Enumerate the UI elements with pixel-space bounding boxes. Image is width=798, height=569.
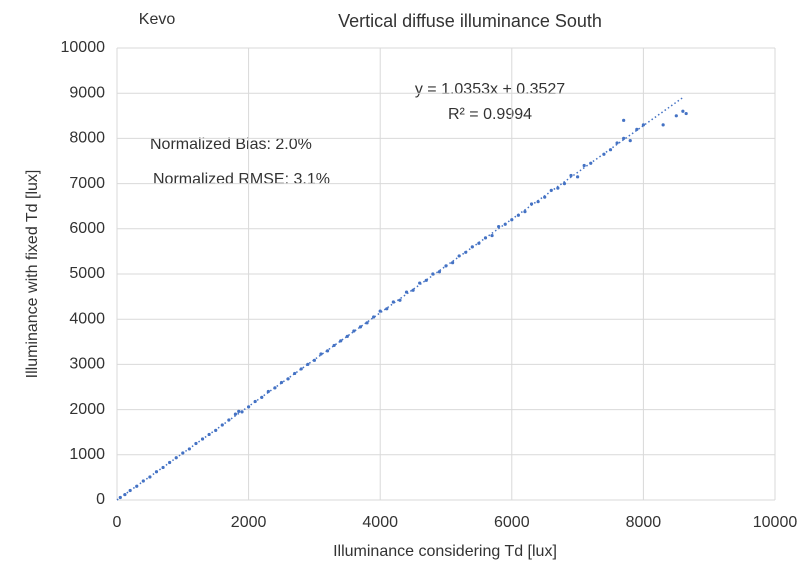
y-tick-label: 7000 <box>69 175 105 192</box>
y-tick-label: 9000 <box>69 84 105 101</box>
r-squared: R² = 0.9994 <box>448 106 532 123</box>
y-tick-label: 0 <box>96 491 105 508</box>
point <box>684 111 688 116</box>
point <box>615 141 619 145</box>
point <box>529 202 534 206</box>
y-tick-label: 6000 <box>69 220 105 237</box>
point <box>622 118 626 122</box>
x-tick-label: 4000 <box>362 514 398 531</box>
x-tick-label: 8000 <box>626 514 662 531</box>
y-tick-label: 4000 <box>69 310 105 327</box>
point <box>398 298 402 302</box>
point <box>661 123 665 127</box>
point <box>576 175 580 179</box>
y-tick-label: 1000 <box>69 446 105 463</box>
point <box>450 261 455 265</box>
trendline-equation: y = 1.0353x + 0.3527 <box>415 81 565 98</box>
y-axis-label: Illuminance with fixed Td [lux] <box>24 170 41 379</box>
point <box>674 114 678 118</box>
point <box>411 288 415 292</box>
point <box>582 163 586 168</box>
point <box>237 409 241 414</box>
chart-title: Vertical diffuse illuminance South <box>338 11 602 31</box>
point <box>562 182 567 186</box>
y-tick-label: 3000 <box>69 356 105 373</box>
point <box>358 325 363 329</box>
y-tick-label: 8000 <box>69 130 105 147</box>
site-label: Kevo <box>139 11 176 28</box>
point <box>385 307 389 311</box>
y-tick-label: 2000 <box>69 401 105 418</box>
point <box>569 173 573 178</box>
point <box>556 186 560 190</box>
point <box>319 352 323 356</box>
point <box>628 139 632 143</box>
y-tick-label: 5000 <box>69 265 105 282</box>
point <box>543 195 547 199</box>
x-tick-label: 6000 <box>494 514 530 531</box>
point <box>523 210 527 214</box>
x-tick-label: 0 <box>113 514 122 531</box>
point <box>536 200 540 204</box>
point <box>490 233 494 238</box>
y-tick-label: 10000 <box>61 39 106 56</box>
point <box>233 412 238 416</box>
annotation: Normalized RMSE: 3.1% <box>153 171 330 188</box>
point <box>681 109 685 113</box>
point <box>622 136 626 140</box>
x-tick-label: 2000 <box>231 514 267 531</box>
point <box>312 358 316 362</box>
annotation: Normalized Bias: 2.0% <box>150 136 312 153</box>
x-axis-label: Illuminance considering Td [lux] <box>333 543 557 560</box>
point <box>497 224 501 229</box>
x-tick-label: 10000 <box>753 514 798 531</box>
